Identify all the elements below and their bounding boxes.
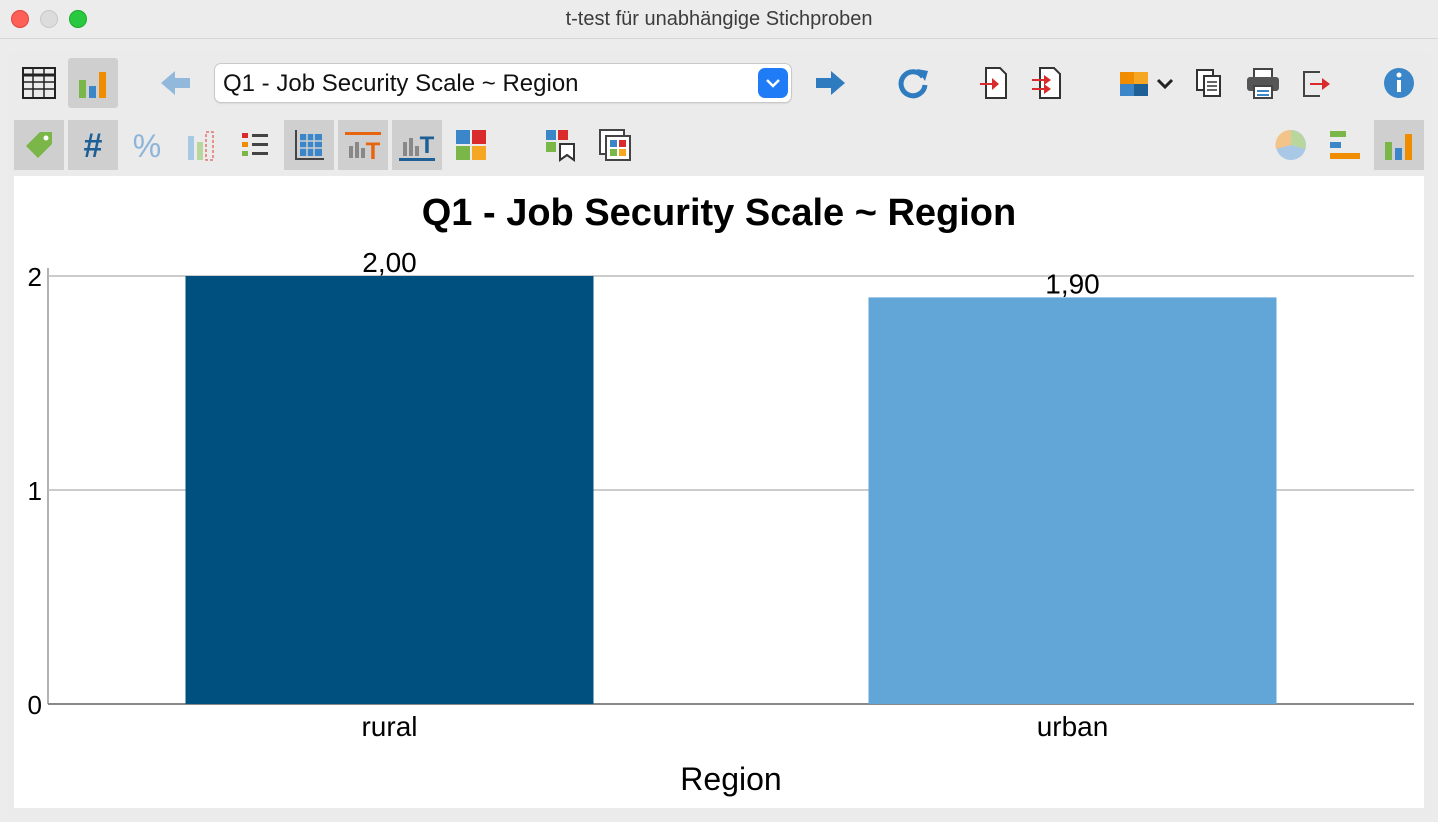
window-titlebar: t-test für unabhängige Stichproben <box>0 0 1438 39</box>
bar-chart-icon <box>79 72 106 98</box>
tag-icon <box>26 132 52 158</box>
add-to-report-button[interactable] <box>1116 58 1180 108</box>
exit-icon <box>1303 71 1330 97</box>
vertical-bar-icon <box>1385 134 1412 160</box>
chart-title-button[interactable]: T <box>338 120 388 170</box>
copy-button[interactable] <box>1184 58 1234 108</box>
document-multi-import-icon <box>1032 67 1061 99</box>
color-scheme-button[interactable] <box>446 120 496 170</box>
refresh-button[interactable] <box>888 58 938 108</box>
y-tick-label: 2 <box>28 262 42 292</box>
next-button[interactable] <box>806 58 856 108</box>
axis-label-button[interactable]: T <box>392 120 442 170</box>
bar-missing-icon <box>188 131 214 161</box>
refresh-icon <box>898 69 928 99</box>
template-icon <box>599 129 631 161</box>
close-window-button[interactable] <box>11 10 29 28</box>
color-bookmark-icon <box>546 130 575 162</box>
horizontal-bar-icon <box>1330 131 1360 159</box>
svg-text:T: T <box>420 132 435 159</box>
bookmark-colors-button[interactable] <box>536 120 586 170</box>
axis-title-icon: T <box>399 132 435 161</box>
printer-icon <box>1247 68 1279 99</box>
missing-values-button[interactable] <box>176 120 226 170</box>
svg-text:%: % <box>133 128 161 162</box>
x-tick-label: urban <box>1037 711 1109 742</box>
previous-button[interactable] <box>150 58 200 108</box>
svg-text:#: # <box>84 128 103 162</box>
selector-value: Q1 - Job Security Scale ~ Region <box>223 70 579 97</box>
export-button[interactable] <box>968 58 1018 108</box>
grid-chart-icon <box>295 130 324 160</box>
pie-chart-button[interactable] <box>1266 120 1316 170</box>
list-icon <box>242 133 268 156</box>
svg-text:T: T <box>366 138 381 162</box>
info-icon <box>1384 68 1414 98</box>
copy-icon <box>1196 69 1221 97</box>
window-title: t-test für unabhängige Stichproben <box>565 8 873 30</box>
list-button[interactable] <box>230 120 280 170</box>
labels-toggle-button[interactable] <box>14 120 64 170</box>
color-squares-icon <box>456 130 486 160</box>
export-all-button[interactable] <box>1022 58 1072 108</box>
vertical-bar-button[interactable] <box>1374 120 1424 170</box>
maximize-window-button[interactable] <box>69 10 87 28</box>
bar-rural <box>185 276 594 704</box>
title-chart-icon: T <box>345 132 381 162</box>
minimize-window-button[interactable] <box>40 10 58 28</box>
arrow-left-icon <box>161 71 190 95</box>
chart-title: Q1 - Job Security Scale ~ Region <box>421 192 1017 234</box>
x-tick-label: rural <box>361 711 417 742</box>
info-button[interactable] <box>1374 58 1424 108</box>
y-tick-label: 0 <box>28 690 42 720</box>
chart-view-button[interactable] <box>68 58 118 108</box>
hash-icon: # <box>84 128 103 162</box>
percent-button[interactable]: % <box>122 120 172 170</box>
bar-urban <box>868 297 1277 704</box>
table-icon <box>22 67 56 99</box>
x-axis-title: Region <box>680 761 781 797</box>
chart-area: Q1 - Job Security Scale ~ Region 0 1 2 2,00… <box>14 176 1424 808</box>
horizontal-bar-button[interactable] <box>1320 120 1370 170</box>
percent-icon: % <box>133 128 161 162</box>
y-tick-label: 1 <box>28 476 42 506</box>
data-label: 2,00 <box>362 247 417 278</box>
absolute-frequency-button[interactable]: # <box>68 120 118 170</box>
arrow-right-icon <box>816 71 845 95</box>
bar-chart: 0 1 2 2,00 rural 1,90 urban Region <box>28 247 1414 797</box>
print-button[interactable] <box>1238 58 1288 108</box>
data-label: 1,90 <box>1045 268 1100 299</box>
document-import-icon <box>980 67 1007 99</box>
output-selector-dropdown[interactable]: Q1 - Job Security Scale ~ Region <box>214 63 792 103</box>
template-button[interactable] <box>590 120 640 170</box>
table-view-button[interactable] <box>14 58 64 108</box>
exit-button[interactable] <box>1292 58 1342 108</box>
pie-chart-icon <box>1275 129 1306 160</box>
gridlines-button[interactable] <box>284 120 334 170</box>
puzzle-dropdown-icon <box>1120 72 1174 96</box>
chevron-down-icon[interactable] <box>758 68 788 98</box>
